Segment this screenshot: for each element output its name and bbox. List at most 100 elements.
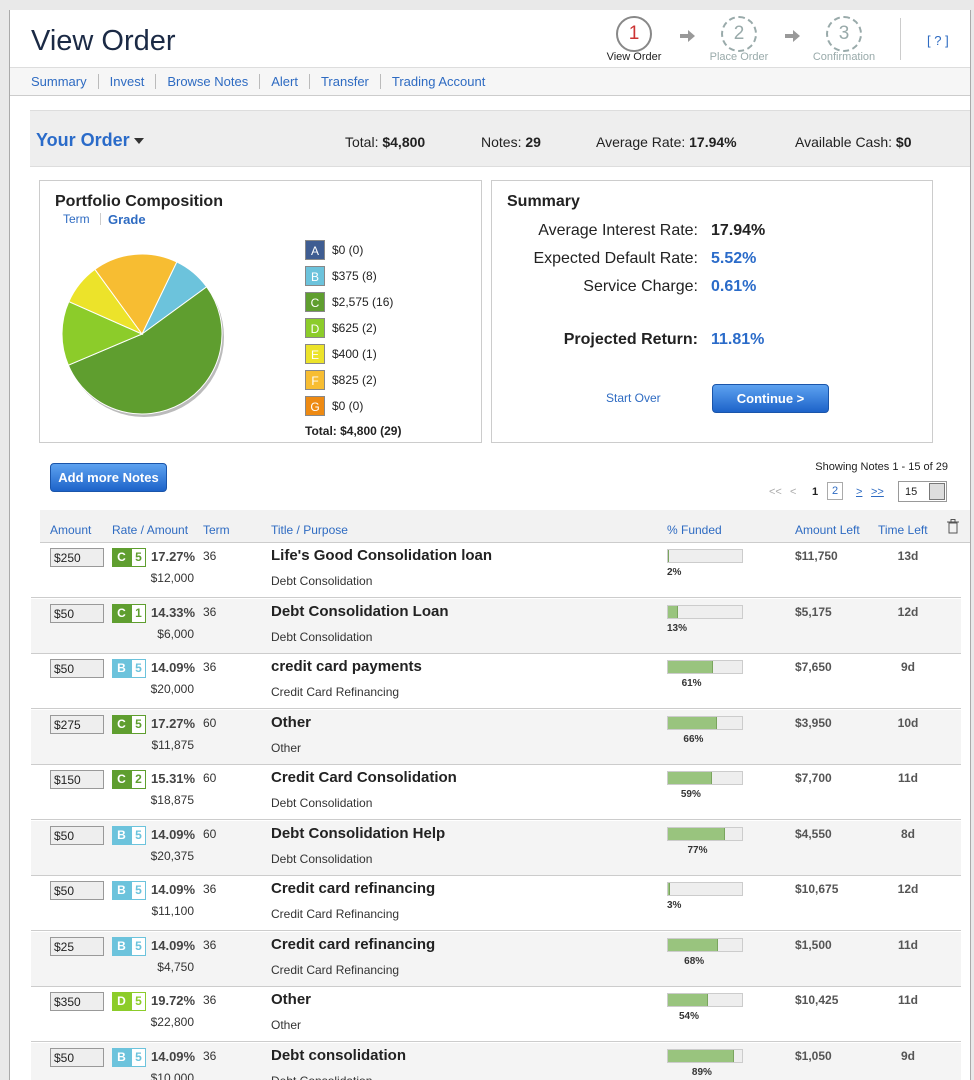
amount-input[interactable]: $250 (50, 548, 104, 567)
amount-input[interactable]: $50 (50, 825, 104, 845)
loan-title[interactable]: Credit card refinancing (271, 935, 436, 953)
pie-chart (61, 253, 224, 417)
loan-amount: $20,375 (150, 848, 194, 863)
column-header: Time Left (878, 523, 928, 537)
note-row (31, 598, 961, 654)
subgrade-badge: 5 (131, 659, 146, 678)
summary-label: Service Charge: (583, 278, 698, 295)
portfolio-total: Total: $4,800 (29) (305, 424, 402, 438)
stat-label: Notes: (481, 134, 522, 150)
loan-title[interactable]: Debt Consolidation Help (271, 824, 446, 842)
amount-input[interactable]: $350 (50, 992, 104, 1011)
funded-fill (668, 661, 714, 673)
note-row (31, 876, 961, 931)
loan-title[interactable]: Debt Consolidation Loan (271, 602, 449, 620)
tab-term[interactable]: Term (63, 212, 90, 226)
grade-badge: B (112, 881, 131, 900)
grade-swatch: F (305, 370, 325, 390)
column-header: Rate / Amount (112, 523, 189, 537)
summary-box (491, 180, 933, 443)
subgrade-badge: 2 (131, 770, 146, 789)
legend-label: $625 (2) (332, 321, 377, 335)
pager-link[interactable]: << (769, 486, 782, 498)
amount-input[interactable]: $275 (50, 714, 104, 734)
grade-swatch: C (305, 292, 325, 312)
loan-purpose: Credit Card Refinancing (271, 907, 400, 921)
delete-icon[interactable] (946, 519, 960, 535)
pager-link[interactable]: >> (871, 486, 884, 498)
column-header: Title / Purpose (271, 523, 348, 537)
nav: Summary Invest Browse Notes Alert Transfer Tr… (31, 74, 485, 89)
nav-link[interactable]: Alert (259, 74, 298, 89)
grade-swatch: B (305, 266, 325, 286)
pager-link[interactable]: > (856, 486, 863, 498)
continue-button[interactable]: Continue > (712, 384, 829, 413)
grade-badge: C (112, 770, 131, 789)
nav-link[interactable]: Trading Account (379, 74, 485, 89)
time-left: 13d (897, 549, 919, 563)
order-stat: Available Cash: $0 (795, 134, 912, 150)
stat-value: $4,800 (382, 134, 426, 150)
step-label: Confirmation (812, 51, 876, 63)
step-circle: 1 (616, 16, 652, 52)
funded-bar (667, 993, 743, 1007)
grade-badge: B (112, 659, 131, 678)
amount-input[interactable]: $50 (50, 881, 104, 900)
loan-title[interactable]: credit card payments (271, 658, 422, 675)
note-row (31, 543, 961, 598)
dropdown-caret[interactable] (134, 138, 144, 144)
column-header: Amount (50, 523, 92, 537)
page-size-select[interactable]: 15 (898, 481, 947, 502)
amount-input[interactable]: $50 (50, 1047, 104, 1067)
grade-swatch: E (305, 344, 325, 364)
add-notes-button[interactable]: Add more Notes (50, 463, 167, 492)
loan-title[interactable]: Life's Good Consolidation loan (271, 547, 493, 564)
nav-link[interactable]: Summary (31, 74, 87, 89)
tab-grade[interactable]: Grade (108, 212, 146, 227)
funded-fill (668, 1049, 734, 1062)
amount-left: $1,050 (795, 1048, 832, 1063)
funded-label: 89% (691, 1066, 712, 1078)
column-header: Amount Left (795, 523, 860, 537)
nav-link[interactable]: Browse Notes (155, 74, 248, 89)
start-over-link[interactable]: Start Over (606, 391, 661, 405)
funded-bar (667, 826, 743, 841)
amount-left: $11,750 (795, 549, 838, 563)
funded-fill (668, 550, 670, 562)
amount-input[interactable]: $50 (50, 603, 104, 623)
nav-link[interactable]: Transfer (308, 74, 369, 89)
term: 36 (203, 937, 217, 952)
loan-title[interactable]: Other (271, 713, 312, 731)
rate: 15.31% (151, 771, 196, 786)
app: View Order 1 View Order 2 Place Order 3 Confir… (9, 10, 971, 1080)
amount-input[interactable]: $50 (50, 659, 104, 678)
help-link[interactable]: [ ? ] (927, 33, 949, 48)
nav-link[interactable]: Invest (97, 74, 144, 89)
grade-badge: C (112, 714, 131, 734)
stat-value: 29 (525, 134, 541, 150)
legend-label: $400 (1) (332, 347, 377, 361)
amount-input[interactable]: $150 (50, 770, 104, 789)
loan-title[interactable]: Credit Card Consolidation (271, 769, 457, 786)
order-title[interactable]: Your Order (36, 130, 130, 150)
loan-purpose: Debt Consolidation (271, 851, 373, 866)
loan-amount: $18,875 (150, 793, 194, 807)
term: 36 (203, 660, 217, 674)
funded-fill (668, 883, 671, 895)
pager-link[interactable]: 2 (827, 482, 844, 500)
amount-input[interactable]: $25 (50, 936, 104, 956)
arrow (785, 30, 800, 42)
icon-part (950, 519, 956, 523)
loan-title[interactable]: Credit card refinancing (271, 880, 436, 897)
funded-bar (667, 937, 743, 952)
loan-purpose: Debt Consolidation (271, 1074, 372, 1080)
order-stat: Average Rate: 17.94% (596, 134, 737, 150)
amount-left: $5,175 (795, 604, 832, 619)
pager-link[interactable]: < (790, 486, 797, 498)
loan-title[interactable]: Other (271, 991, 312, 1008)
legend-label: $0 (0) (332, 399, 364, 413)
step-circle: 2 (721, 16, 757, 52)
stat-label: Available Cash: (795, 134, 893, 150)
loan-title[interactable]: Debt consolidation (271, 1046, 406, 1064)
loan-amount: $12,000 (150, 571, 194, 585)
